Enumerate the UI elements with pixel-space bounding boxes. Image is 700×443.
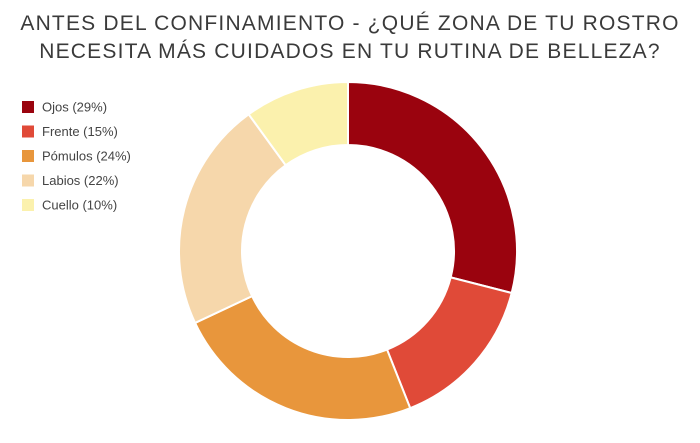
donut-slice [178,112,288,325]
donut-slice [193,294,412,421]
legend-swatch [22,125,34,138]
legend-label: Pómulos (24%) [42,148,131,163]
legend-label: Frente (15%) [42,124,118,139]
legend-swatch [22,199,34,211]
donut-slice [347,80,519,295]
donut-slice [247,80,349,167]
donut-slice [385,276,513,410]
legend-label: Ojos (29%) [42,99,107,114]
chart-title: ANTES DEL CONFINAMIENTO - ¿QUÉ ZONA DE T… [20,12,680,63]
legend-swatch [22,101,34,113]
legend-label: Cuello (10%) [42,197,117,212]
legend-label: Labios (22%) [42,173,119,188]
legend-swatch [22,174,34,187]
legend-swatch [22,150,34,162]
